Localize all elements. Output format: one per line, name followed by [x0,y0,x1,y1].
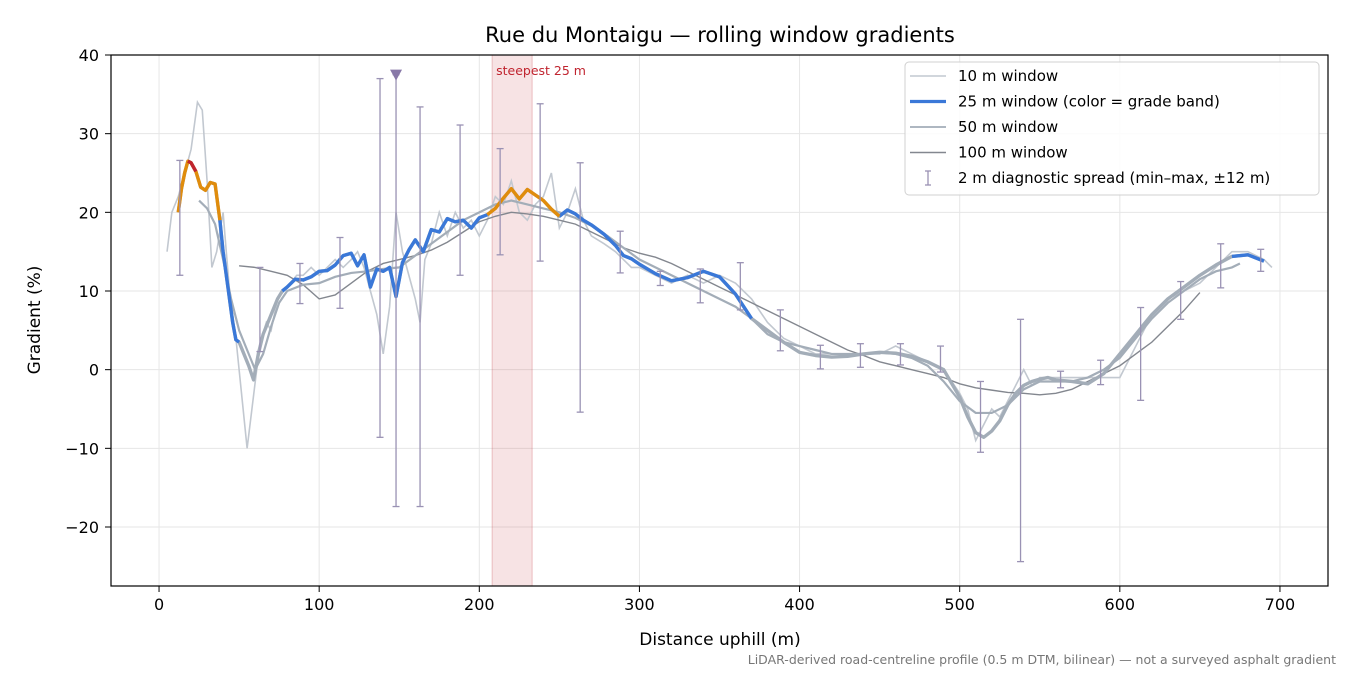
series-25m-mid-segment [486,187,561,218]
series-100m-line [239,211,1201,396]
error-bar [536,103,544,262]
series-25m-blue-segment [218,220,241,344]
legend-label: 25 m window (color = grade band) [958,93,1220,111]
error-bar [296,262,304,305]
error-bar [456,124,464,276]
legend-entry: 25 m window (color = grade band) [910,93,1220,111]
legend-box [904,61,1320,196]
error-bar [656,270,664,287]
max-marker [390,69,403,81]
legend-entry: 10 m window [910,67,1058,85]
y-tick-label: 40 [79,46,99,65]
legend-entry: 2 m diagnostic spread (min–max, ±12 m) [925,169,1270,187]
x-tick-label: 300 [624,595,655,614]
error-bar [977,380,985,453]
x-tick-label: 700 [1265,595,1296,614]
errorbar-layer [176,74,1265,563]
chart-title: Rue du Montaigu — rolling window gradien… [485,23,955,47]
error-bar [336,236,344,309]
legend-label: 100 m window [958,144,1068,162]
error-bar [616,230,624,274]
error-bar [896,343,904,366]
error-bar [736,262,744,311]
error-bar [496,147,504,256]
x-axis: 0 100 200 300 400 500 600 700 [154,586,1295,614]
error-bar [416,106,424,508]
legend-entry: 50 m window [910,118,1058,136]
legend-label: 2 m diagnostic spread (min–max, ±12 m) [958,169,1270,187]
y-tick-label: 0 [89,361,99,380]
error-bar [1257,248,1265,272]
steepest-span [491,54,533,587]
error-bar [1017,318,1025,563]
y-axis-label: Gradient (%) [25,266,45,375]
error-bar [1057,370,1065,389]
error-bar [576,162,584,413]
footnote: LiDAR-derived road-centreline profile (0… [748,652,1336,667]
error-bar [936,345,944,373]
error-bar [1177,280,1185,320]
error-bar [1137,306,1145,401]
y-tick-label: 30 [79,125,99,144]
steepest-span-label: steepest 25 m [496,63,586,78]
error-bar [256,266,264,353]
error-bar [176,159,184,276]
series-25m-blue-segment [1231,253,1265,263]
error-bar [696,268,704,304]
legend-label: 10 m window [958,67,1058,85]
error-bar [376,77,384,438]
y-tick-label: −10 [65,439,99,458]
x-tick-label: 600 [1105,595,1136,614]
x-axis-label: Distance uphill (m) [639,630,800,650]
x-tick-label: 200 [464,595,495,614]
error-bar [856,343,864,368]
x-tick-label: 0 [154,595,164,614]
y-tick-label: 20 [79,203,99,222]
error-bar [816,344,824,370]
legend: 10 m window 25 m window (color = grade ba… [904,61,1320,196]
x-tick-label: 100 [304,595,335,614]
y-axis: −20 −10 0 10 20 30 40 [65,46,111,537]
plot-frame [110,54,1329,587]
error-bar [776,309,784,352]
series-25m-blue-segment [281,213,488,299]
error-bar [1217,243,1225,289]
y-tick-label: 10 [79,282,99,301]
x-tick-label: 500 [944,595,975,614]
x-tick-label: 400 [784,595,815,614]
marker-layer [390,69,403,81]
legend-entry: 100 m window [910,144,1068,162]
series-25m-high-segment [187,159,198,173]
error-bar [1097,359,1105,386]
legend-label: 50 m window [958,118,1058,136]
y-tick-label: −20 [65,518,99,537]
